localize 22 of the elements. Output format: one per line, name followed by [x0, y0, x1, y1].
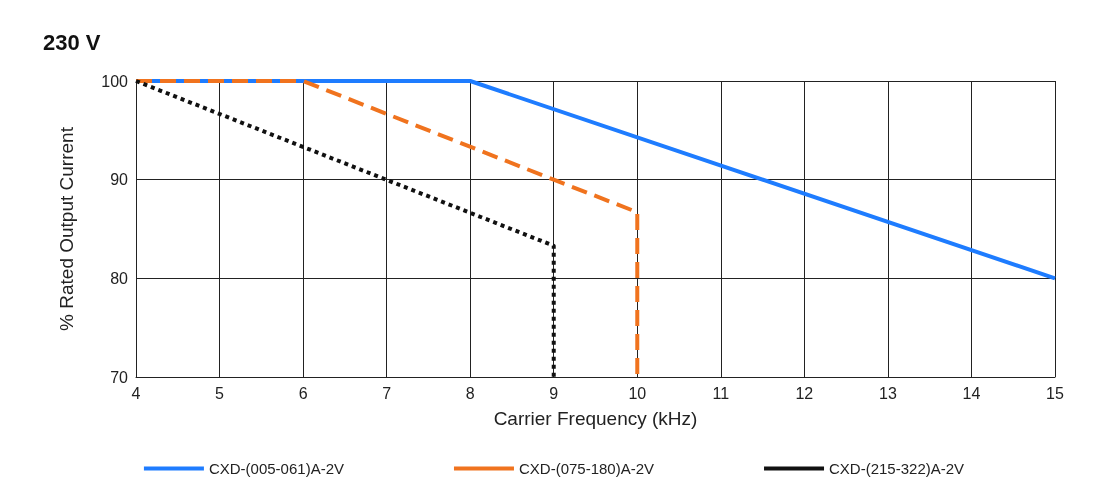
x-tick-label: 6 [298, 384, 308, 402]
x-tick-label: 9 [549, 384, 559, 402]
chart-title: 230 V [43, 29, 101, 55]
x-tick-label: 10 [628, 384, 647, 402]
y-tick-label: 100 [101, 72, 129, 90]
x-tick-label: 12 [795, 384, 814, 402]
x-axis-title: Carrier Frequency (kHz) [493, 408, 698, 429]
x-tick-label: 15 [1046, 384, 1064, 402]
legend-label: CXD-(075-180)A-2V [518, 460, 655, 477]
legend-label: CXD-(005-061)A-2V [208, 460, 344, 477]
y-tick-label: 90 [110, 171, 129, 189]
x-tick-label: 13 [879, 384, 897, 402]
x-tick-label: 8 [465, 384, 475, 402]
x-tick-label: 14 [962, 384, 981, 402]
y-tick-label: 80 [110, 269, 129, 287]
y-axis-title: % Rated Output Current [56, 126, 77, 331]
x-tick-label: 4 [131, 384, 141, 402]
legend-label: CXD-(215-322)A-2V [829, 460, 965, 477]
x-tick-label: 7 [382, 384, 392, 402]
x-tick-label: 11 [712, 384, 730, 402]
x-tick-label: 5 [215, 384, 225, 402]
y-tick-label: 70 [110, 368, 129, 386]
